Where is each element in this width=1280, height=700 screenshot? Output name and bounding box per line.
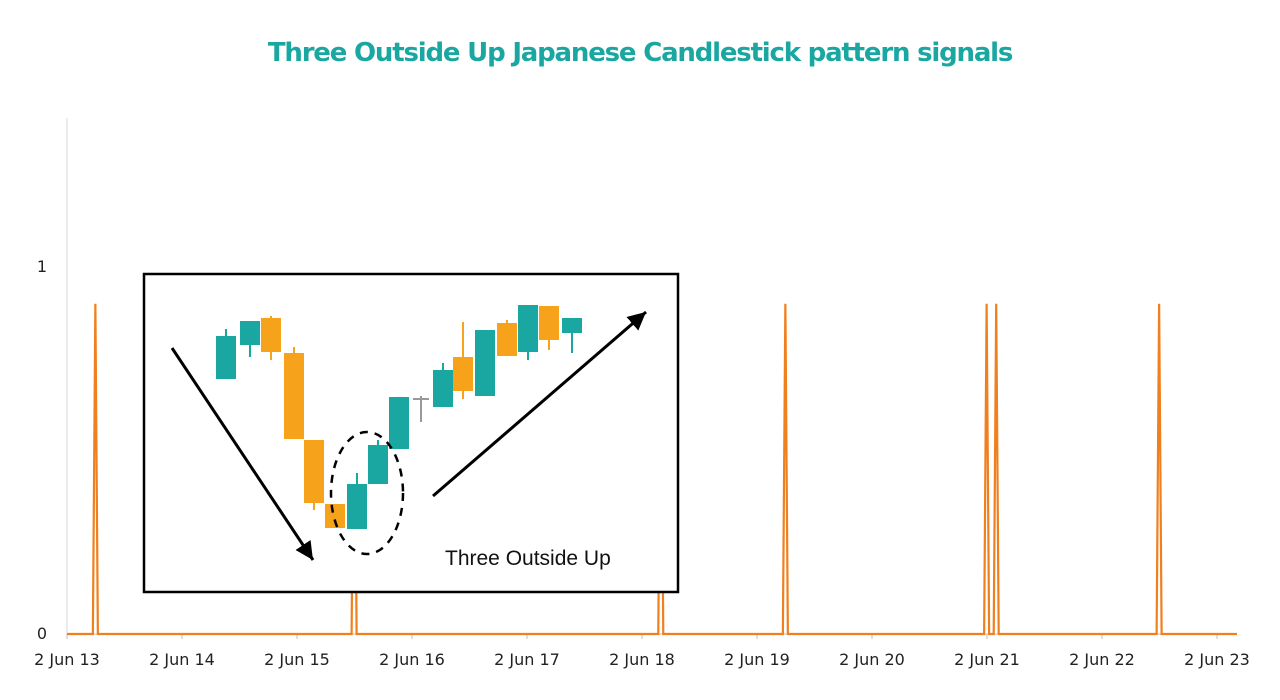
downtrend-arrow bbox=[170, 347, 315, 561]
x-tick-label: 2 Jun 18 bbox=[609, 650, 675, 669]
candle-body bbox=[240, 321, 260, 345]
pattern-highlight-ellipse bbox=[329, 430, 405, 556]
candle-body bbox=[433, 370, 453, 407]
candle-body bbox=[389, 397, 409, 449]
x-tick-label: 2 Jun 15 bbox=[264, 650, 330, 669]
candle-body bbox=[453, 357, 473, 391]
x-tick-label: 2 Jun 22 bbox=[1069, 650, 1135, 669]
candle-body bbox=[368, 445, 388, 484]
x-tick-label: 2 Jun 20 bbox=[839, 650, 905, 669]
candle-body bbox=[497, 323, 517, 356]
candle-body bbox=[304, 440, 324, 503]
chart-title: Three Outside Up Japanese Candlestick pa… bbox=[267, 38, 1014, 68]
pattern-inset-diagram: Three Outside Up bbox=[142, 272, 680, 594]
uptrend-arrow bbox=[432, 310, 647, 498]
x-tick-label: 2 Jun 13 bbox=[34, 650, 100, 669]
candle-body bbox=[261, 318, 281, 352]
candle-body bbox=[284, 353, 304, 439]
inset-frame bbox=[142, 272, 680, 594]
x-tick-label: 2 Jun 21 bbox=[954, 650, 1020, 669]
y-tick-label: 0 bbox=[37, 624, 47, 643]
y-tick-label: 1 bbox=[37, 257, 47, 276]
x-tick-label: 2 Jun 14 bbox=[149, 650, 215, 669]
candle-body bbox=[518, 305, 538, 352]
x-tick-label: 2 Jun 19 bbox=[724, 650, 790, 669]
inset-label: Three Outside Up bbox=[445, 547, 611, 570]
x-tick-label: 2 Jun 16 bbox=[379, 650, 445, 669]
x-tick-label: 2 Jun 17 bbox=[494, 650, 560, 669]
candle-body bbox=[325, 504, 345, 528]
candle-body bbox=[475, 330, 495, 396]
x-tick-label: 2 Jun 23 bbox=[1184, 650, 1250, 669]
candle-body bbox=[216, 336, 236, 379]
candle-body bbox=[539, 306, 559, 340]
candle-body bbox=[562, 318, 582, 333]
candle-body bbox=[347, 484, 367, 529]
